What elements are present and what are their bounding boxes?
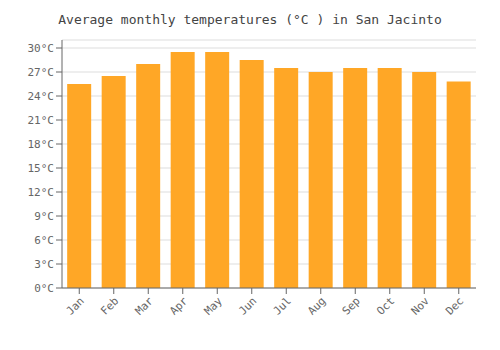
svg-text:6°C: 6°C (34, 234, 54, 247)
svg-text:Nov: Nov (409, 294, 433, 318)
svg-text:0°C: 0°C (34, 282, 54, 295)
svg-text:Feb: Feb (98, 294, 121, 317)
svg-text:May: May (202, 294, 226, 318)
svg-text:18°C: 18°C (28, 138, 55, 151)
svg-text:24°C: 24°C (28, 90, 55, 103)
svg-text:27°C: 27°C (28, 66, 55, 79)
svg-text:3°C: 3°C (34, 258, 54, 271)
svg-text:Jun: Jun (236, 294, 259, 317)
html-text:Average monthly temperatures (: Average monthly temperatures (°C ) in Sa… (58, 12, 442, 27)
svg-text:Dec: Dec (443, 294, 466, 317)
svg-text:Oct: Oct (374, 294, 397, 317)
svg-text:9°C: 9°C (34, 210, 54, 223)
svg-text:Apr: Apr (167, 294, 191, 318)
svg-text:Jul: Jul (271, 294, 294, 317)
svg-text:30°C: 30°C (28, 42, 55, 55)
svg-text:15°C: 15°C (28, 162, 55, 175)
svg-text:12°C: 12°C (28, 186, 55, 199)
svg-text:Sep: Sep (340, 294, 363, 317)
svg-text:Jan: Jan (64, 294, 87, 317)
svg-text:Aug: Aug (305, 294, 328, 317)
svg-text:21°C: 21°C (28, 114, 55, 127)
svg-text:Mar: Mar (133, 294, 157, 318)
